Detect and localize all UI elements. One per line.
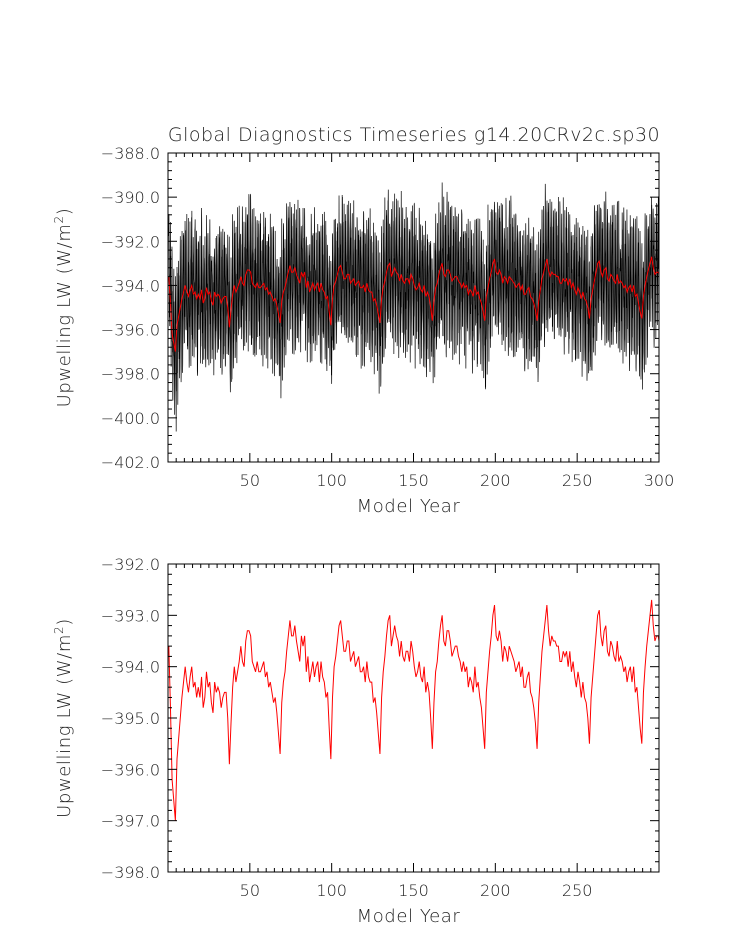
monthly-series-line [168,182,659,432]
top-panel: 50 100 150 200 250 300 −388.0 −390.0 −392.0 −394.… [52,144,675,517]
y-tick-label: −400.0 [101,409,160,428]
x-tick-label: 50 [240,471,260,490]
x-tick-label: 300 [644,471,675,490]
x-axis-label: Model Year [357,906,461,927]
y-axis-label-superscript: 2 [52,215,66,223]
y-tick-label: −393.0 [101,606,160,625]
y-tick-label: −402.0 [101,453,160,472]
y-axis-label-text: Upwelling LW (W/m [54,634,75,818]
y-tick-label: −394.0 [101,658,160,677]
y-tick-label: −392.0 [101,555,160,574]
x-tick-label: 150 [398,881,429,900]
x-tick-label: 200 [480,881,511,900]
chart-title: Global Diagnostics Timeseries g14.20CRv2… [168,124,660,146]
y-tick-label: −398.0 [101,365,160,384]
y-tick-label: −395.0 [101,709,160,728]
x-tick-label: 200 [480,471,511,490]
y-tick-label: −396.0 [101,321,160,340]
x-tick-label: 250 [562,881,593,900]
x-axis-label: Model Year [357,496,461,517]
y-axis-label-close: ) [54,618,75,626]
y-tick-label: −398.0 [101,863,160,882]
y-tick-label: −396.0 [101,760,160,779]
annual-mean-series-line [168,599,659,821]
y-axis-label: Upwelling LW (W/m2) [52,208,75,408]
y-tick-label: −397.0 [101,812,160,831]
x-tick-label: 150 [398,471,429,490]
y-tick-label: −394.0 [101,276,160,295]
y-axis-label: Upwelling LW (W/m2) [52,618,75,818]
x-tick-label: 100 [316,881,347,900]
y-axis-label-text: Upwelling LW (W/m [54,224,75,408]
y-axis-label-superscript: 2 [52,626,66,634]
annual-mean-series-line [168,256,659,352]
y-tick-label: −388.0 [101,144,160,163]
x-tick-label: 250 [562,471,593,490]
x-tick-label: 50 [240,881,260,900]
x-tick-label: 100 [316,471,347,490]
y-axis-label-close: ) [54,208,75,216]
y-tick-label: −390.0 [101,188,160,207]
bottom-panel: 50 100 150 200 250 −392.0 −393.0 −394.0 −395.0 −3… [52,555,660,927]
y-tick-label: −392.0 [101,232,160,251]
plot-frame [167,563,660,873]
